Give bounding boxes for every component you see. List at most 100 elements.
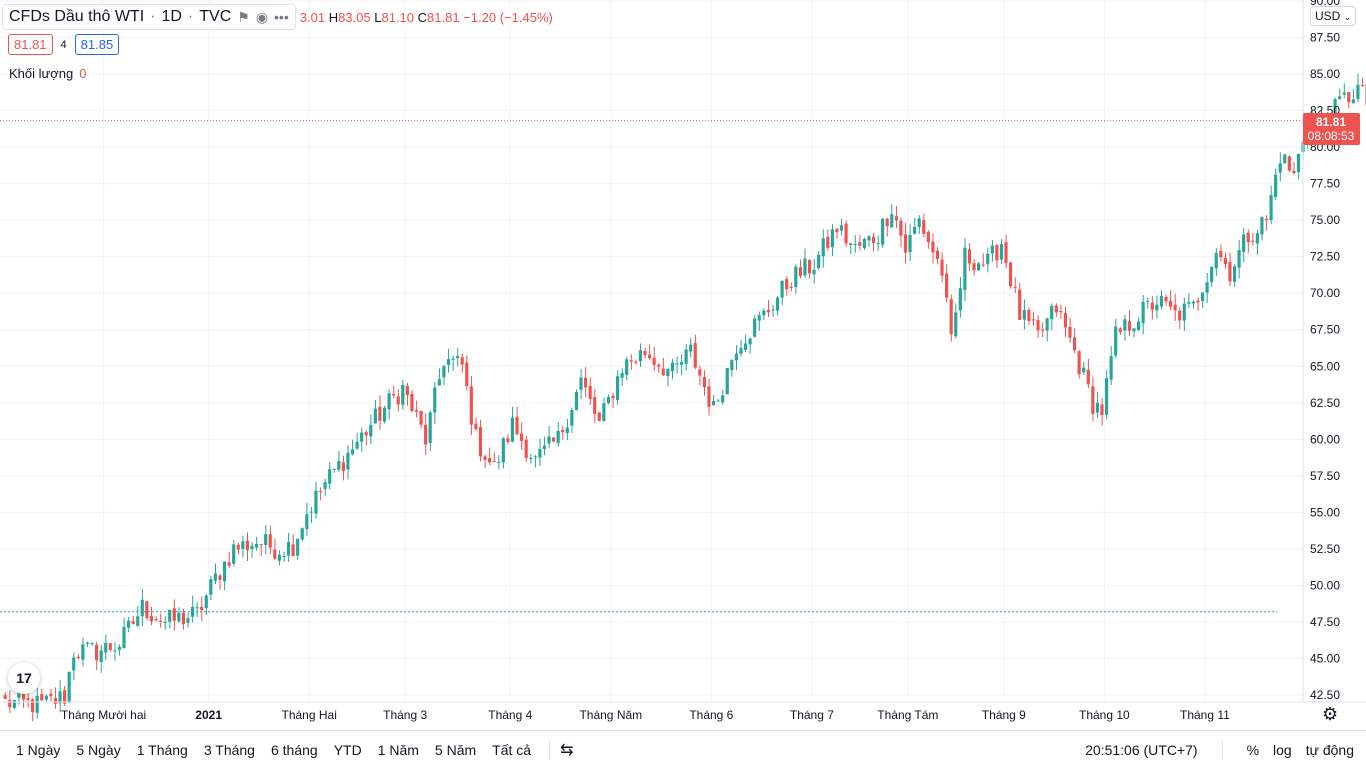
candle-body bbox=[332, 468, 336, 470]
range-6m[interactable]: 6 tháng bbox=[270, 742, 318, 758]
candle-body bbox=[666, 368, 670, 377]
close-value: 81.81 bbox=[427, 9, 460, 25]
candle-body bbox=[58, 691, 62, 704]
candle-body bbox=[305, 514, 309, 529]
candle-body bbox=[757, 315, 761, 321]
time-axis[interactable]: Tháng Mười hai 2021 Tháng Hai Tháng 3 Tháng … bbox=[0, 701, 1366, 722]
candle-body bbox=[227, 562, 231, 566]
more-icon[interactable]: ••• bbox=[274, 9, 289, 25]
open-value-tail: 3.01 bbox=[299, 9, 326, 25]
candle-body bbox=[241, 541, 245, 549]
range-buttons: 1 Ngày 5 Ngày 1 Tháng 3 Tháng 6 tháng YT… bbox=[8, 742, 539, 758]
range-1d[interactable]: 1 Ngày bbox=[16, 742, 61, 758]
clock-time[interactable]: 20:51:06 (UTC+7) bbox=[1085, 742, 1198, 758]
gear-icon[interactable]: ⚙ bbox=[1322, 704, 1339, 724]
log-toggle[interactable]: log bbox=[1273, 742, 1292, 758]
candle-body bbox=[743, 343, 748, 350]
y-tick-label: 87.50 bbox=[1310, 31, 1340, 45]
currency-select[interactable]: USD ⌄ bbox=[1310, 6, 1357, 26]
candle-body bbox=[186, 618, 190, 623]
candle-body bbox=[1191, 301, 1195, 304]
high-value: 83.05 bbox=[338, 9, 371, 25]
range-ytd[interactable]: YTD bbox=[333, 742, 362, 758]
y-tick-label: 90.00 bbox=[1310, 0, 1340, 8]
candle-body bbox=[903, 234, 908, 253]
last-price-value: 81.81 bbox=[1316, 115, 1346, 129]
candle-body bbox=[835, 228, 839, 233]
candle-body bbox=[31, 699, 35, 713]
flag-icon[interactable]: ⚑ bbox=[237, 8, 250, 25]
candle-body bbox=[350, 449, 355, 455]
candle-body bbox=[698, 369, 702, 376]
candle-body bbox=[154, 619, 158, 621]
candle-body bbox=[899, 220, 903, 236]
candle-body bbox=[1146, 300, 1150, 302]
candle-body bbox=[296, 538, 300, 556]
candle-body bbox=[218, 575, 222, 580]
range-1m[interactable]: 1 Tháng bbox=[136, 742, 188, 758]
candle-body bbox=[1100, 404, 1104, 416]
candle-body bbox=[433, 387, 437, 413]
candle-body bbox=[172, 608, 176, 621]
candle-body bbox=[1287, 156, 1291, 171]
toolbar-divider bbox=[549, 740, 551, 760]
candle-body bbox=[277, 554, 281, 561]
candle-body bbox=[739, 348, 743, 354]
range-3m[interactable]: 3 Tháng bbox=[203, 742, 255, 758]
candle-body bbox=[104, 642, 108, 653]
percent-toggle[interactable]: % bbox=[1246, 742, 1260, 758]
candle-body bbox=[85, 642, 90, 644]
buy-price-button[interactable]: 81.85 bbox=[74, 34, 120, 55]
volume-value: 0 bbox=[79, 66, 87, 81]
range-1y[interactable]: 1 Năm bbox=[377, 742, 419, 758]
price-axis[interactable]: 42.50 45.00 47.50 50.00 52.50 55.00 57.50 60.00… bbox=[1302, 0, 1340, 702]
auto-toggle[interactable]: tự động bbox=[1305, 742, 1354, 758]
candle-body bbox=[200, 606, 204, 611]
candle-body bbox=[981, 264, 985, 266]
candle-body bbox=[1274, 174, 1278, 198]
range-all[interactable]: Tất cả bbox=[492, 742, 532, 758]
tradingview-logo-icon[interactable]: 17 bbox=[8, 662, 40, 694]
candle-body bbox=[1004, 242, 1008, 264]
candle-body bbox=[1104, 378, 1109, 415]
volume-label: Khối lượng bbox=[9, 66, 74, 81]
candle-body bbox=[1141, 301, 1145, 324]
candle-body bbox=[95, 644, 99, 661]
candle-body bbox=[1018, 289, 1022, 320]
candle-body bbox=[387, 393, 391, 410]
candle-body bbox=[730, 360, 734, 371]
chevron-down-icon: ⌄ bbox=[1343, 12, 1352, 22]
range-5d[interactable]: 5 Ngày bbox=[76, 742, 121, 758]
candle-body bbox=[364, 432, 368, 436]
symbol-title-box[interactable]: CFDs Dầu thô WTI · 1D · TVC ⚑ ◉ ••• bbox=[2, 4, 296, 30]
y-tick-label: 75.00 bbox=[1310, 213, 1340, 227]
symbol-name[interactable]: CFDs Dầu thô WTI bbox=[9, 8, 145, 25]
candle-body bbox=[136, 616, 140, 626]
candle-body bbox=[1242, 234, 1246, 252]
candle-body bbox=[657, 364, 661, 367]
candle-body bbox=[1027, 310, 1031, 321]
price-chart[interactable]: 42.50 45.00 47.50 50.00 52.50 55.00 57.50 60.00… bbox=[0, 0, 1366, 730]
candle-body bbox=[1059, 311, 1063, 313]
candle-body bbox=[346, 452, 350, 470]
candle-body bbox=[1342, 92, 1346, 95]
candle-body bbox=[245, 540, 249, 551]
range-5y[interactable]: 5 Năm bbox=[434, 742, 477, 758]
y-tick-label: 77.50 bbox=[1310, 177, 1340, 191]
candle-body bbox=[53, 698, 58, 704]
candle-body bbox=[40, 694, 44, 701]
candle-body bbox=[520, 433, 524, 441]
candle-body bbox=[1296, 153, 1301, 173]
eye-icon[interactable]: ◉ bbox=[255, 8, 269, 25]
currency-value: USD bbox=[1315, 9, 1341, 23]
interval-label[interactable]: 1D bbox=[161, 8, 182, 25]
candle-body bbox=[565, 427, 569, 434]
candle-body bbox=[817, 254, 821, 269]
sell-price-button[interactable]: 81.81 bbox=[8, 34, 53, 55]
candle-body bbox=[341, 462, 345, 471]
candle-body bbox=[424, 424, 428, 445]
x-tick-label: Tháng 3 bbox=[383, 708, 427, 722]
candle-body bbox=[72, 657, 76, 671]
candle-body bbox=[510, 417, 515, 442]
compare-range-icon[interactable]: ⇆ bbox=[560, 742, 574, 759]
